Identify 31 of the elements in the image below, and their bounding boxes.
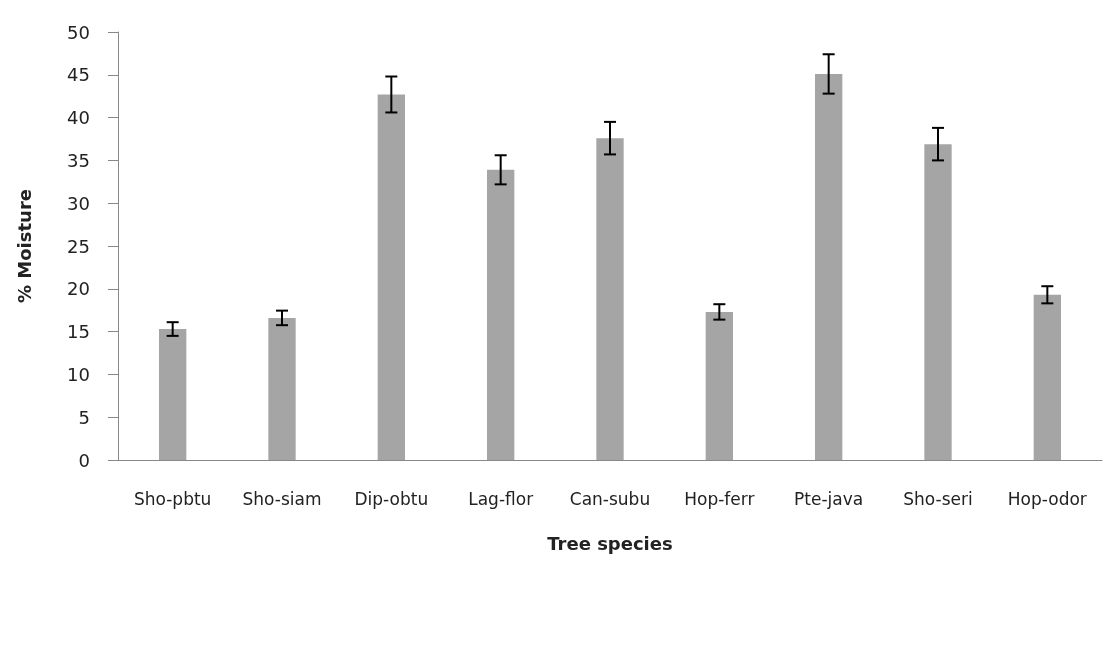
bar bbox=[815, 73, 843, 460]
x-tick-label: Can-subu bbox=[569, 488, 651, 509]
x-tick-label: Pte-java bbox=[794, 488, 864, 509]
y-tick-label: 35 bbox=[67, 149, 90, 171]
bar bbox=[377, 94, 405, 460]
y-tick-label: 50 bbox=[67, 21, 90, 43]
x-tick-label: Hop-odor bbox=[1007, 488, 1087, 509]
x-tick-label: Sho-siam bbox=[242, 488, 322, 509]
x-tick-label: Sho-seri bbox=[903, 488, 973, 509]
x-tick-label: Dip-obtu bbox=[354, 488, 429, 509]
y-tick-label: 40 bbox=[67, 107, 90, 129]
x-tick-label: Lag-flor bbox=[468, 488, 534, 509]
y-tick-label: 10 bbox=[67, 363, 90, 385]
x-tick-label: Sho-pbtu bbox=[133, 488, 212, 509]
bar bbox=[268, 317, 296, 460]
bar bbox=[924, 144, 952, 460]
bar bbox=[487, 169, 515, 460]
x-tick-label: Hop-ferr bbox=[684, 488, 755, 509]
bar bbox=[1033, 294, 1061, 460]
y-tick-label: 25 bbox=[67, 235, 90, 257]
bar bbox=[159, 329, 187, 460]
y-tick-label: 15 bbox=[67, 321, 90, 343]
y-tick-label: 30 bbox=[67, 192, 90, 214]
y-tick-label: 0 bbox=[78, 449, 90, 471]
y-axis-title: % Moisture bbox=[13, 189, 35, 303]
y-tick-label: 45 bbox=[67, 64, 90, 86]
y-tick-label: 5 bbox=[78, 406, 90, 428]
y-tick-label: 20 bbox=[67, 278, 90, 300]
bar bbox=[705, 311, 733, 460]
x-axis-title: Tree species bbox=[547, 532, 673, 554]
bar bbox=[596, 138, 624, 460]
